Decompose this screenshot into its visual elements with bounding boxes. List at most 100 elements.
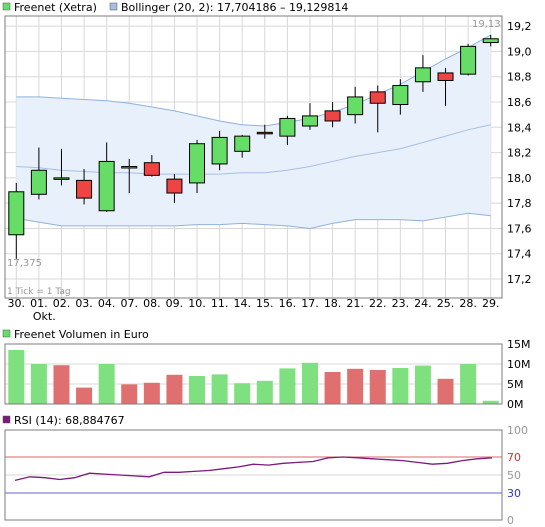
volume-bar [98, 364, 115, 404]
volume-bar [347, 368, 364, 404]
price-xtick-label: 02. [53, 297, 71, 310]
candle-up [234, 135, 251, 152]
bollinger-band-area [16, 34, 491, 229]
volume-bar [234, 383, 251, 404]
volume-bar [30, 364, 47, 404]
price-xtick-label: 14. [233, 297, 251, 310]
price-xtick-label: 07. [121, 297, 139, 310]
volume-frame [4, 343, 503, 405]
bollinger-upper-line [16, 34, 491, 127]
candle-up [414, 67, 431, 83]
price-xtick-label: 09. [166, 297, 184, 310]
price-ytick-label: 18,6 [507, 96, 532, 109]
price-legend-swatch-2 [109, 2, 118, 11]
price-xtick-label: 08. [143, 297, 161, 310]
volume-ytick-label: 0M [507, 398, 524, 411]
price-xtick-label: 01. [30, 297, 48, 310]
rsi-legend-label: RSI (14): 68,884767 [14, 414, 125, 427]
bollinger-middle-line [16, 124, 491, 175]
candle-up [460, 45, 477, 75]
rsi-ytick-label: 70 [507, 451, 521, 464]
volume-legend-label: Freenet Volumen in Euro [14, 328, 149, 341]
price-ytick-label: 17,2 [507, 273, 532, 286]
volume-bar [76, 387, 93, 404]
rsi-legend-swatch [2, 415, 11, 424]
price-xtick-label: 18. [324, 297, 342, 310]
candle-up [30, 169, 47, 195]
price-ytick-label: 18,4 [507, 121, 532, 134]
price-plot-area: 17,2 17,4 17,6 17,8 18,0 18,2 18,4 18,6 18,8 19,0… [4, 15, 532, 323]
volume-bar [143, 382, 160, 404]
volume-bar [301, 362, 318, 404]
rsi-line [14, 456, 493, 482]
volume-plot-area: 0M 5M 10M 15M [4, 338, 531, 411]
volume-bar [324, 372, 341, 404]
price-ytick-label: 18,8 [507, 71, 532, 84]
volume-ytick-label: 15M [507, 338, 531, 351]
price-panel: Freenet (Xetra) Bollinger (20, 2): 17,70… [2, 1, 532, 323]
volume-bar [8, 350, 25, 404]
price-xtick-label: 22. [369, 297, 387, 310]
price-xtick-label: 15. [256, 297, 274, 310]
rsi-panel: RSI (14): 68,884767 0 30 50 70 100 [2, 414, 528, 527]
volume-bar [189, 376, 206, 404]
volume-bar [414, 365, 431, 404]
volume-ytick-label: 10M [507, 358, 531, 371]
candle-down [437, 72, 454, 81]
volume-bar [369, 370, 386, 404]
candle-down [324, 110, 341, 122]
price-xtick-label: 16. [279, 297, 297, 310]
price-xtick-label: 28. [459, 297, 477, 310]
price-xtick-sublabel: Okt. [33, 310, 56, 323]
price-xtick-label: 21. [346, 297, 364, 310]
price-xtick-label: 10. [188, 297, 206, 310]
price-ytick-label: 17,6 [507, 222, 532, 235]
price-legend-label-1: Freenet (Xetra) [14, 1, 97, 14]
rsi-plot-area: 0 30 50 70 100 [4, 424, 528, 527]
price-ytick-label: 17,4 [507, 248, 532, 261]
price-high-label: 19,13 [472, 19, 501, 30]
price-xtick-label: 23. [392, 297, 410, 310]
volume-bar [166, 374, 183, 404]
price-ytick-label: 19,0 [507, 45, 532, 58]
price-ytick-label: 18,2 [507, 147, 532, 160]
candle-down [143, 162, 160, 176]
candle-up [211, 136, 228, 165]
price-ytick-label: 19,2 [507, 20, 532, 33]
price-ytick-label: 18,0 [507, 172, 532, 185]
rsi-ytick-label: 100 [507, 424, 528, 437]
candle-down [369, 91, 386, 104]
price-xtick-label: 03. [75, 297, 93, 310]
candle-up [8, 191, 25, 236]
volume-bar [460, 364, 477, 404]
bollinger-lower-line [16, 212, 491, 229]
candle-up [482, 38, 499, 44]
price-xtick-label: 24. [414, 297, 432, 310]
rsi-frame [4, 429, 503, 521]
candle-up [347, 96, 364, 116]
volume-bar [256, 380, 273, 404]
candle-up [98, 160, 115, 212]
volume-bar [392, 368, 409, 404]
price-low-label: 17,375 [7, 258, 42, 269]
volume-bar [279, 368, 296, 404]
candle-up [189, 143, 206, 184]
volume-bar [53, 365, 70, 404]
price-ytick-label: 17,8 [507, 197, 532, 210]
candle-up [392, 85, 409, 106]
volume-bar [211, 374, 228, 404]
volume-bar [482, 400, 499, 404]
volume-legend-swatch [2, 329, 11, 338]
candle-down [76, 179, 93, 199]
price-xtick-label: 30. [8, 297, 26, 310]
price-xtick-label: 17. [301, 297, 319, 310]
price-xtick-label: 25. [437, 297, 455, 310]
candle-up [53, 177, 70, 180]
volume-bar [437, 378, 454, 404]
rsi-ytick-label: 0 [507, 514, 514, 527]
price-legend-swatch-1 [2, 2, 11, 11]
rsi-ytick-label: 50 [507, 469, 521, 482]
price-xtick-label: 04. [98, 297, 116, 310]
volume-panel: Freenet Volumen in Euro 0M 5M 10M 15M [2, 328, 531, 411]
